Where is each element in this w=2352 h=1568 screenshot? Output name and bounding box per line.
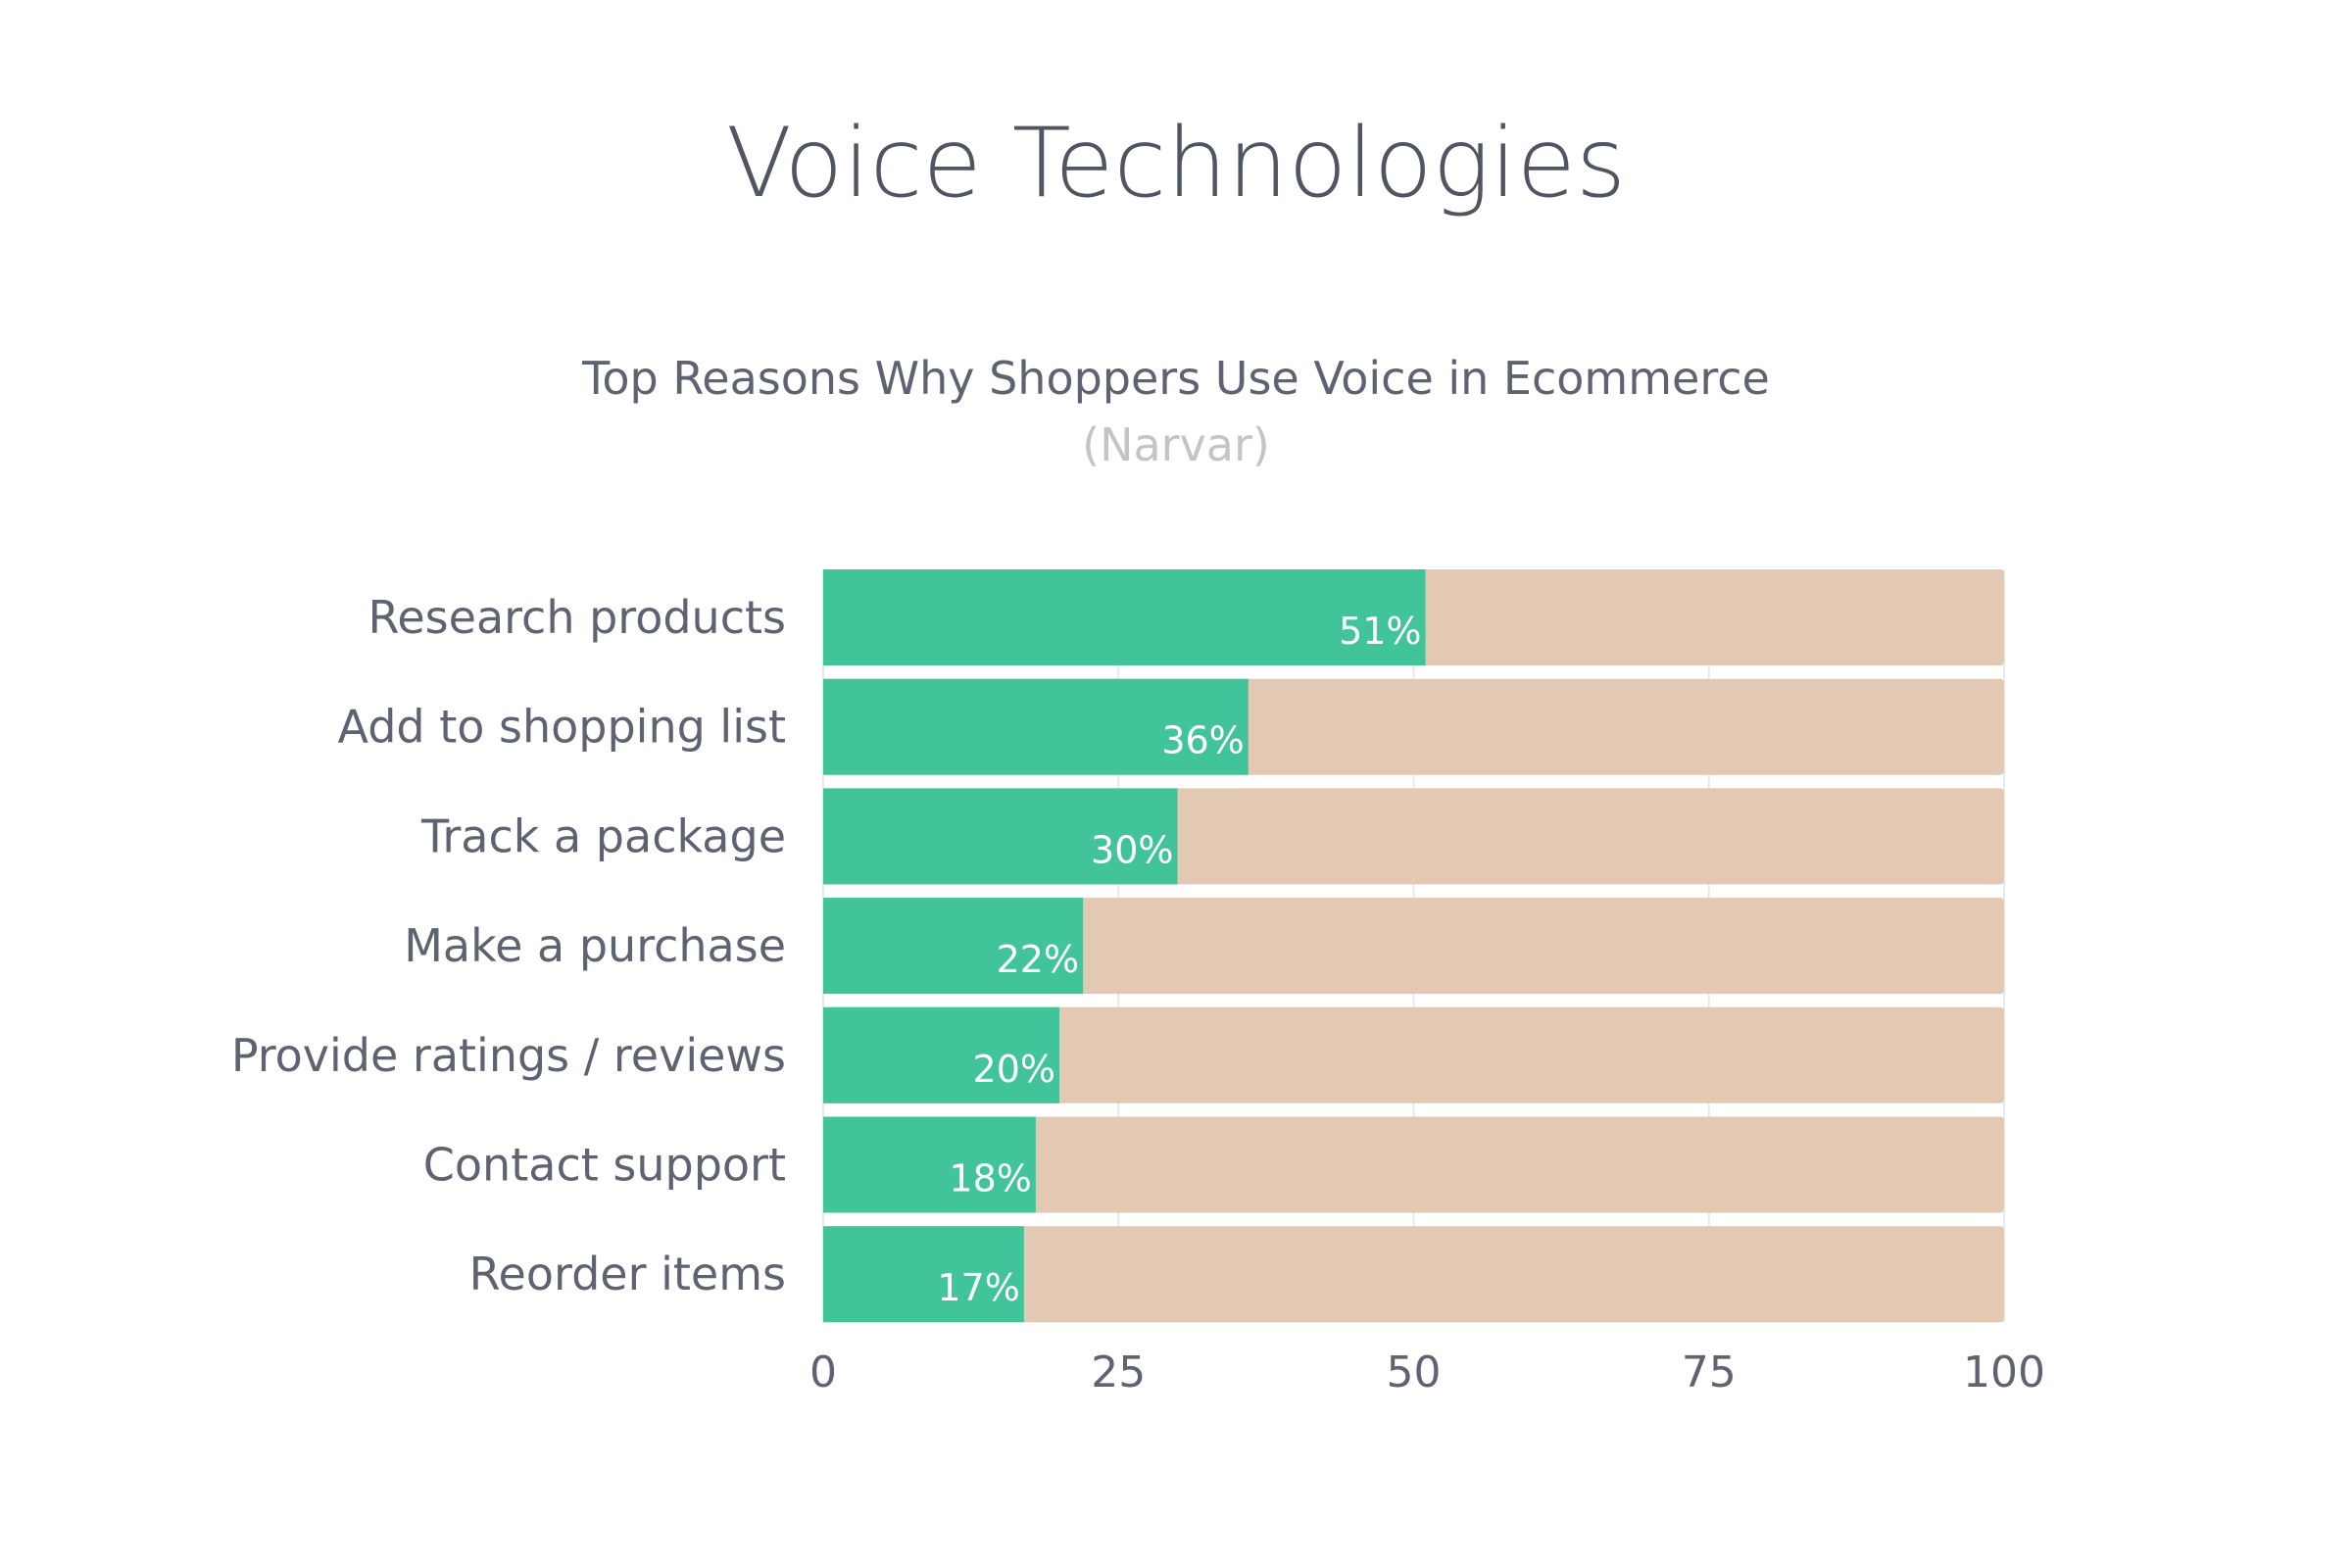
category-label-2: Add to shopping list	[338, 701, 786, 754]
bar-value-3	[823, 788, 1178, 885]
bars: 51% 36% 30% 22% 20% 18% 17%	[823, 569, 2004, 1323]
chart-source: (Narvar)	[1082, 418, 1270, 471]
bar-remainder-6	[823, 1116, 2004, 1213]
category-label-1: Research products	[368, 591, 786, 644]
value-label-6: 18%	[949, 1157, 1031, 1200]
x-tick-label-75: 75	[1682, 1348, 1737, 1397]
x-tick-label-25: 25	[1091, 1348, 1146, 1397]
value-label-3: 30%	[1091, 828, 1173, 871]
bar-value-1	[823, 569, 1426, 665]
value-label-5: 20%	[973, 1048, 1055, 1091]
category-label-7: Reorder items	[469, 1248, 786, 1300]
bar-remainder-7	[823, 1226, 2004, 1323]
x-tick-label-50: 50	[1387, 1348, 1442, 1397]
category-label-3: Track a package	[420, 809, 786, 862]
bar-value-4	[823, 898, 1084, 995]
category-label-6: Contact support	[423, 1139, 786, 1192]
bar-value-6	[823, 1116, 1036, 1213]
value-label-4: 22%	[997, 938, 1079, 981]
bar-remainder-4	[823, 898, 2004, 995]
x-tick-label-0: 0	[809, 1348, 837, 1397]
bar-value-7	[823, 1226, 1024, 1323]
x-tick-label-100: 100	[1963, 1348, 2045, 1397]
chart-title: Voice Technologies	[726, 108, 1626, 220]
value-label-7: 17%	[937, 1266, 1019, 1309]
category-label-4: Make a purchase	[404, 919, 786, 972]
x-axis-ticks: 0 25 50 75 100	[809, 1348, 2045, 1397]
bar-remainder-5	[823, 1006, 2004, 1103]
category-labels: Research products Add to shopping list Tra…	[231, 591, 786, 1300]
bar-value-2	[823, 678, 1249, 775]
chart-subtitle: Top Reasons Why Shoppers Use Voice in Ec…	[581, 352, 1770, 405]
bar-value-5	[823, 1006, 1059, 1103]
category-label-5: Provide ratings / reviews	[231, 1029, 786, 1082]
value-label-1: 51%	[1339, 610, 1421, 653]
value-label-2: 36%	[1161, 719, 1244, 762]
